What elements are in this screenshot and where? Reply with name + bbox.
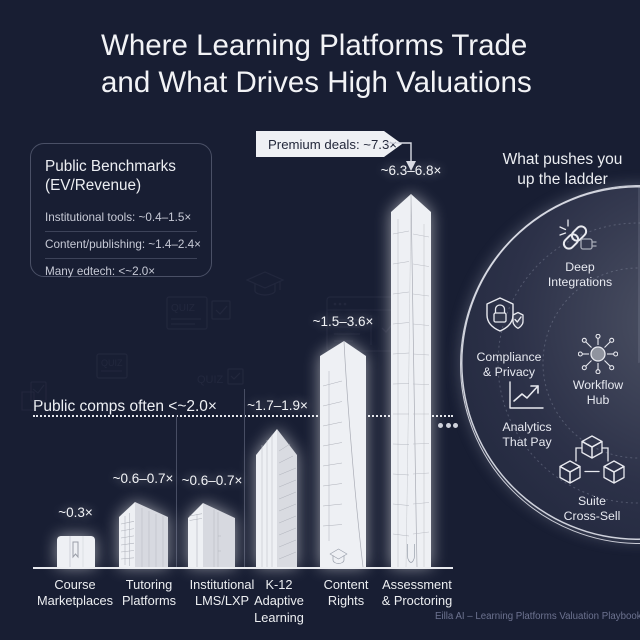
svg-text:QUIZ: QUIZ [171,303,195,314]
svg-text:QUIZ: QUIZ [197,374,224,386]
svg-text:QUIZ: QUIZ [101,358,123,368]
